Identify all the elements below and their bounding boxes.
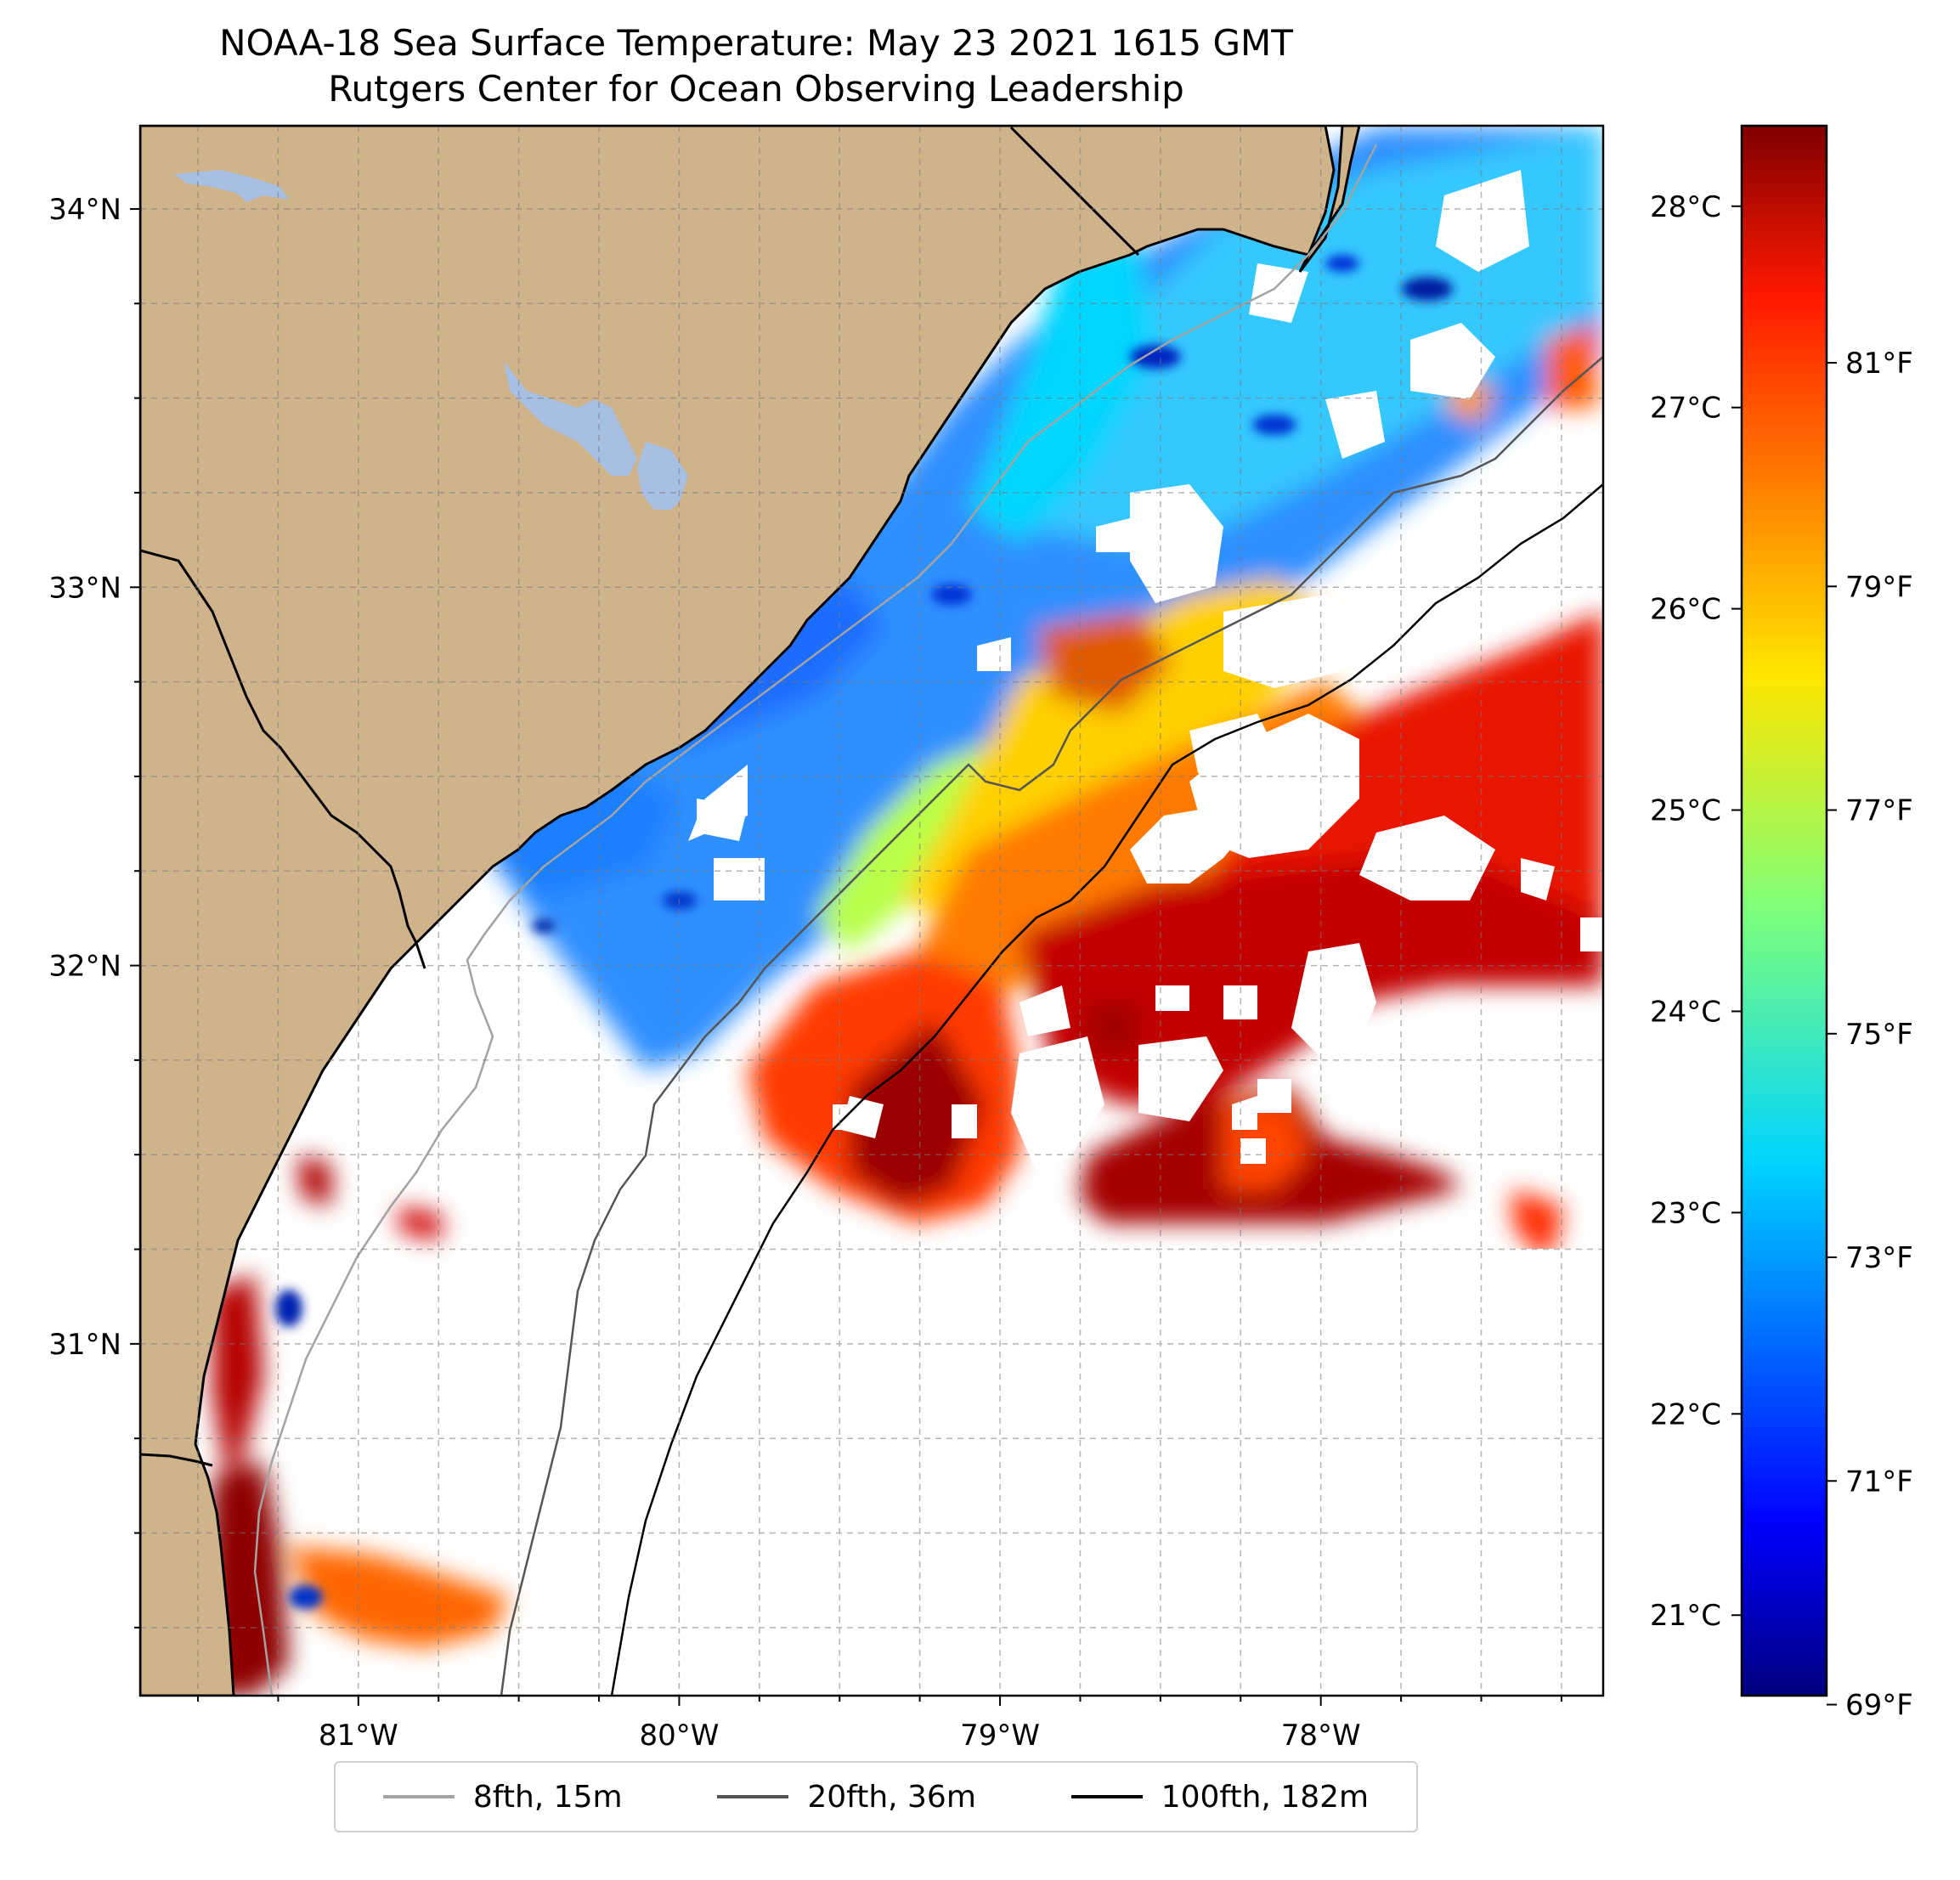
map-area bbox=[140, 126, 1603, 1696]
legend-line-8fth bbox=[382, 1795, 455, 1798]
gridlines bbox=[140, 126, 1603, 1696]
contour-100fth bbox=[610, 483, 1603, 1696]
lon-tick-label: 78°W bbox=[1281, 1719, 1361, 1753]
legend-label-8fth: 8fth, 15m bbox=[472, 1779, 623, 1815]
legend-entry-8fth: 8fth, 15m bbox=[382, 1779, 623, 1815]
contour-20fth bbox=[500, 356, 1603, 1696]
cloud-masks bbox=[688, 170, 1603, 1696]
lon-tick-label: 80°W bbox=[639, 1719, 719, 1753]
legend-line-20fth bbox=[717, 1795, 789, 1798]
legend-entry-20fth: 20fth, 36m bbox=[717, 1780, 976, 1815]
celsius-tick-label: 24°C bbox=[1650, 995, 1721, 1029]
state-borders bbox=[140, 126, 1140, 1467]
fahrenheit-tick-label: 81°F bbox=[1845, 347, 1913, 381]
fahrenheit-tick-label: 75°F bbox=[1845, 1018, 1913, 1052]
celsius-tick-label: 21°C bbox=[1650, 1599, 1721, 1633]
colorbar-fahrenheit-ticks: 81°F 79°F 77°F 75°F 73°F 71°F 69°F bbox=[1827, 347, 1913, 1723]
land bbox=[140, 126, 1361, 1696]
map-title: NOAA-18 Sea Surface Temperature: May 23 … bbox=[219, 22, 1293, 64]
celsius-tick-label: 27°C bbox=[1650, 392, 1721, 426]
lon-tick-label: 79°W bbox=[960, 1719, 1040, 1753]
contour-legend: 8fth, 15m 20fth, 36m 100fth, 182m bbox=[334, 1761, 1418, 1832]
bathymetry-contours bbox=[253, 144, 1603, 1696]
fahrenheit-tick-label: 77°F bbox=[1845, 794, 1913, 828]
legend-label-20fth: 20fth, 36m bbox=[807, 1779, 976, 1815]
map-frame bbox=[138, 124, 1605, 1697]
fahrenheit-tick-label: 69°F bbox=[1845, 1689, 1913, 1723]
map-axis-ticks: 81°W 80°W 79°W 78°W 34°N 33°N 32°N 31°N bbox=[48, 193, 1562, 1753]
lat-tick-label: 32°N bbox=[48, 950, 121, 984]
lon-tick-label: 81°W bbox=[319, 1719, 398, 1753]
lat-tick-label: 31°N bbox=[48, 1328, 121, 1362]
contour-8fth bbox=[253, 144, 1378, 1696]
celsius-tick-label: 25°C bbox=[1650, 794, 1721, 828]
colorbar: 28°C 27°C 26°C 25°C 24°C 23°C 22°C 21°C 81°F 79°… bbox=[1650, 124, 1913, 1723]
fahrenheit-tick-label: 79°F bbox=[1845, 570, 1913, 604]
celsius-tick-label: 22°C bbox=[1650, 1397, 1721, 1431]
celsius-tick-label: 28°C bbox=[1650, 190, 1721, 224]
fahrenheit-tick-label: 71°F bbox=[1845, 1465, 1913, 1499]
legend-line-100fth bbox=[1070, 1795, 1143, 1798]
colorbar-gradient bbox=[1742, 126, 1827, 1696]
map-subtitle: Rutgers Center for Ocean Observing Leade… bbox=[328, 68, 1184, 110]
lat-tick-label: 34°N bbox=[48, 193, 121, 227]
celsius-tick-label: 23°C bbox=[1650, 1196, 1721, 1230]
celsius-tick-label: 26°C bbox=[1650, 593, 1721, 627]
fahrenheit-tick-label: 73°F bbox=[1845, 1241, 1913, 1275]
legend-entry-100fth: 100fth, 182m bbox=[1070, 1779, 1370, 1815]
lat-tick-label: 33°N bbox=[48, 571, 121, 605]
legend-label-100fth: 100fth, 182m bbox=[1161, 1779, 1370, 1815]
colorbar-frame bbox=[1740, 124, 1828, 1697]
colorbar-celsius-ticks: 28°C 27°C 26°C 25°C 24°C 23°C 22°C 21°C bbox=[1650, 190, 1742, 1633]
